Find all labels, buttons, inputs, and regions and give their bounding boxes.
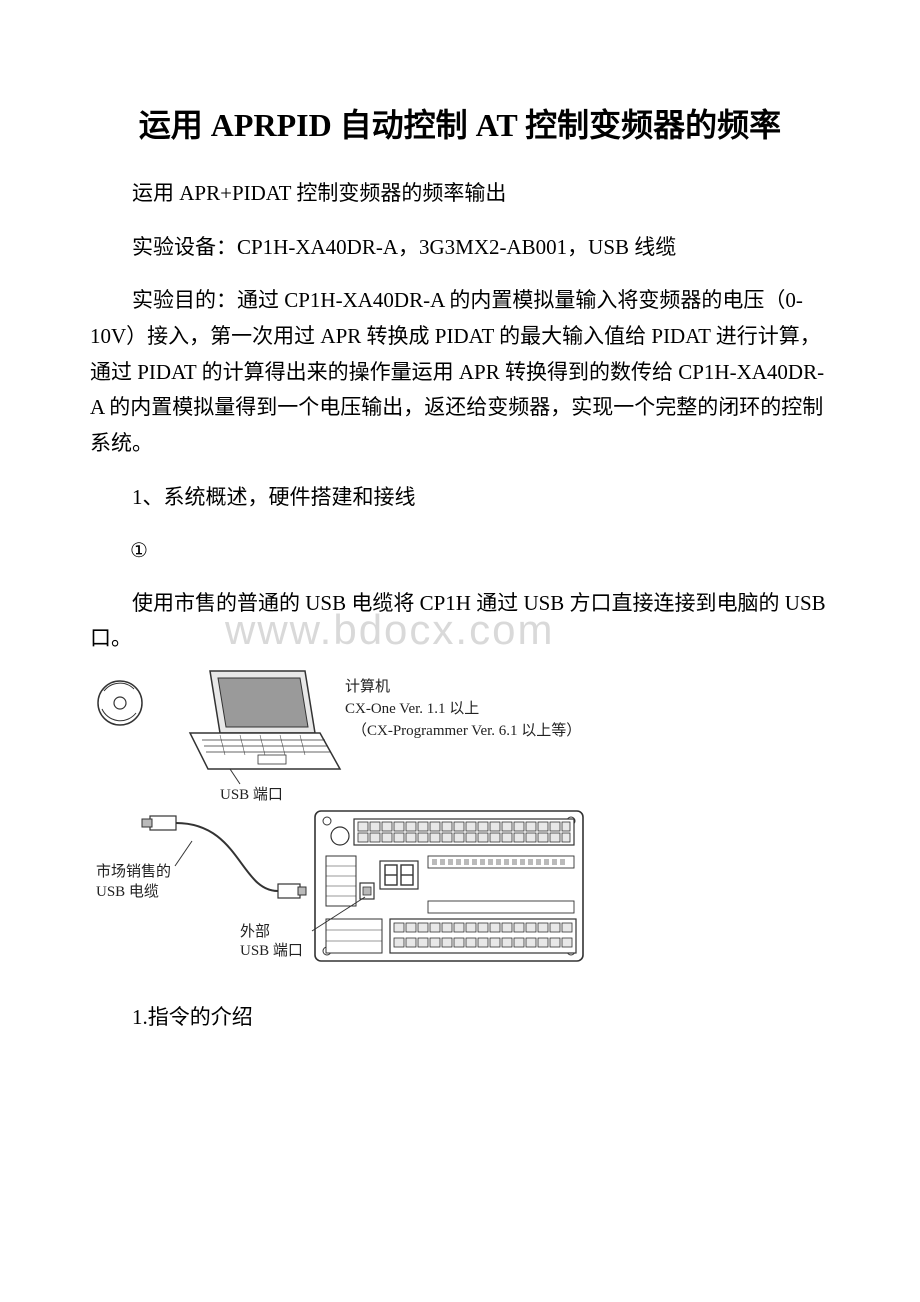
label-usb-port: USB 端口 [220,786,283,803]
label-external-usb: USB 端口 [240,942,303,959]
label-cable-1: 市场销售的 [96,863,171,880]
objective-paragraph: 实验目的：通过 CP1H-XA40DR-A 的内置模拟量输入将变频器的电压（0-… [90,283,830,461]
usb-cable-icon [142,816,306,898]
intro-line: 运用 APR+PIDAT 控制变频器的频率输出 [90,176,830,212]
label-cable-2: USB 电缆 [96,883,159,900]
connection-diagram: 计算机 CX-One Ver. 1.1 以上 （CX-Programmer Ve… [90,661,610,981]
equipment-line: 实验设备：CP1H-XA40DR-A，3G3MX2-AB001，USB 线缆 [90,230,830,266]
laptop-icon [190,671,340,769]
subsection-marker: ① [90,534,830,568]
page-title: 运用 APRPID 自动控制 AT 控制变频器的频率 [90,100,830,146]
label-external: 外部 [240,923,270,940]
usb-description: 使用市售的普通的 USB 电缆将 CP1H 通过 USB 方口直接连接到电脑的 … [90,586,830,657]
label-cxone: CX-One Ver. 1.1 以上 [345,700,479,717]
label-computer: 计算机 [345,677,390,695]
diagram-svg: 计算机 CX-One Ver. 1.1 以上 （CX-Programmer Ve… [90,661,610,981]
section-1-heading: 1、系统概述，硬件搭建和接线 [90,480,830,516]
plc-icon [315,811,583,961]
section-instruction-intro: 1.指令的介绍 [132,1001,830,1031]
cd-icon [98,681,142,725]
document-body: 运用 APRPID 自动控制 AT 控制变频器的频率 运用 APR+PIDAT … [90,100,830,1031]
label-cxprog: （CX-Programmer Ver. 6.1 以上等） [352,721,581,739]
